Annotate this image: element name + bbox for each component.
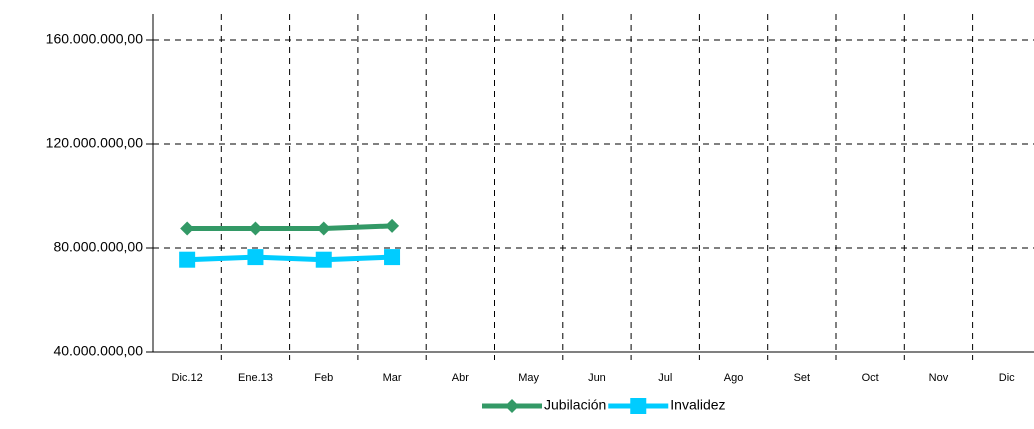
x-tick-label: Dic.12 [172, 372, 203, 384]
x-tick-label: Set [794, 372, 811, 384]
marker [248, 221, 263, 236]
x-tick-label: May [518, 372, 539, 384]
x-tick-label: Jul [658, 372, 672, 384]
marker [505, 399, 519, 413]
x-tick-label: Nov [929, 372, 949, 384]
x-tick-label: Feb [314, 372, 333, 384]
legend: Jubilación Invalidez [482, 397, 726, 414]
marker [385, 218, 400, 233]
x-tick-label: Jun [588, 372, 606, 384]
marker [316, 221, 331, 236]
y-tick-label: 160.000.000,00 [46, 31, 144, 47]
x-tick-label: Abr [452, 372, 469, 384]
marker [179, 251, 196, 268]
marker [247, 249, 264, 266]
marker [180, 221, 195, 236]
x-tick-label: Dic [999, 372, 1015, 384]
marker [384, 249, 401, 266]
x-tick-label: Oct [862, 372, 879, 384]
legend-label: Jubilación [544, 397, 606, 413]
series-line [187, 223, 393, 231]
y-tick-label: 120.000.000,00 [46, 135, 144, 151]
legend-label: Invalidez [670, 397, 725, 413]
marker [315, 251, 332, 268]
x-tick-label: Mar [383, 372, 402, 384]
marker [630, 398, 647, 414]
x-tick-label: Ago [724, 372, 744, 384]
x-tick-label: Ene.13 [238, 372, 273, 384]
y-tick-label: 40.000.000,00 [53, 343, 143, 359]
y-tick-label: 80.000.000,00 [53, 239, 143, 255]
series-line [187, 254, 393, 263]
